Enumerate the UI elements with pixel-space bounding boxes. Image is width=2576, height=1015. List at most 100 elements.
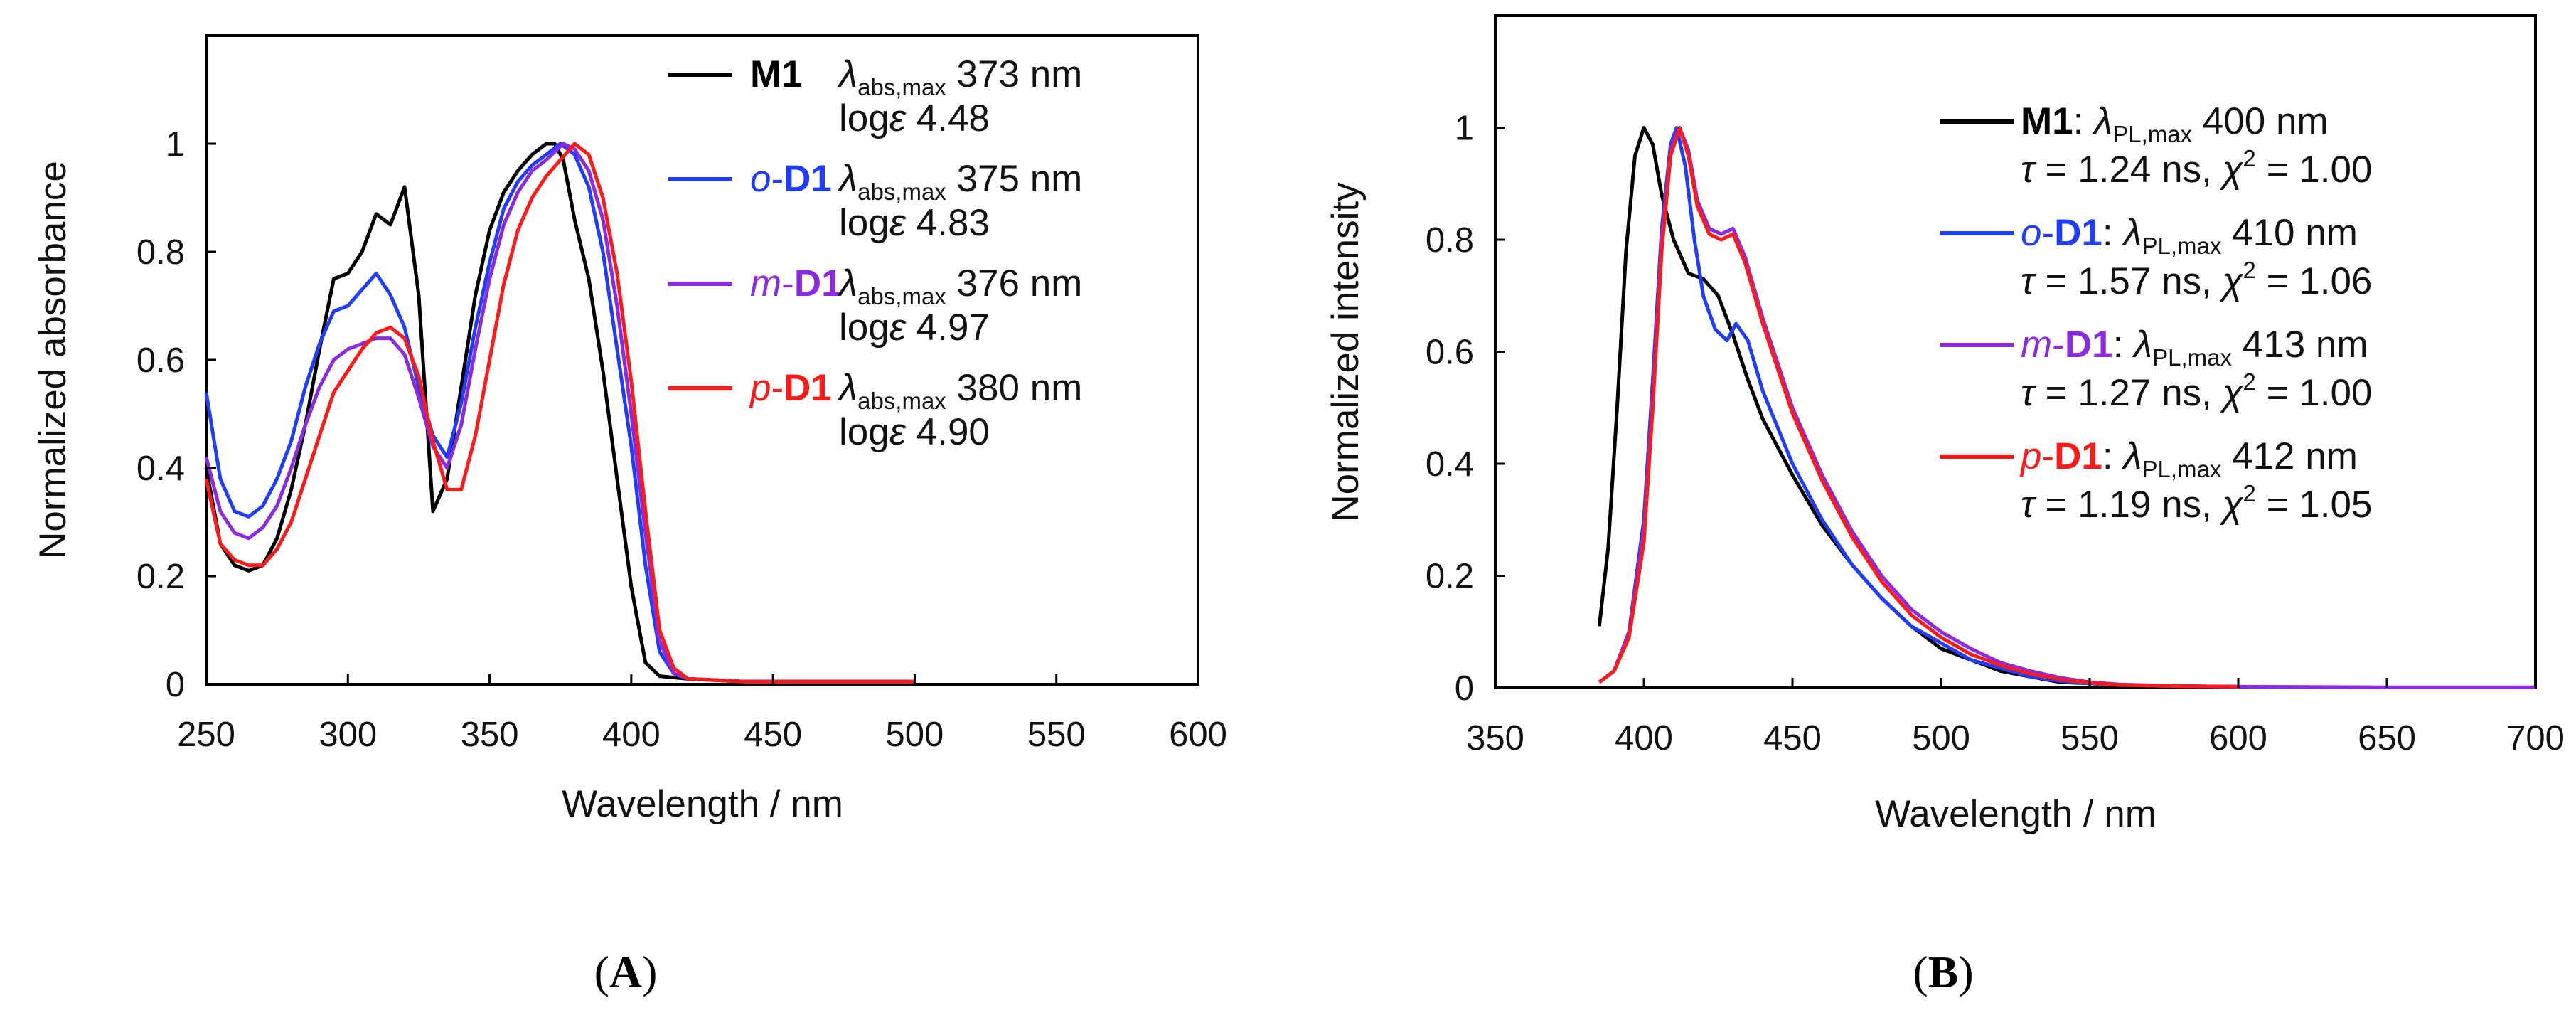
legend-p-d1-prefix: p — [2019, 435, 2041, 477]
panel-a-legend-m-d1-line1: m-D1 — [750, 262, 843, 304]
legend-m-d1-name: D1 — [794, 262, 843, 304]
legend-p-d1-name: D1 — [784, 367, 832, 409]
legend-o-d1-logeps-value: 4.83 — [906, 202, 990, 244]
panel-b-y-tick-label: 0.8 — [1426, 221, 1474, 260]
panel-b-plot-frame — [1494, 14, 2537, 689]
panel-a-y-tick-label: 0.8 — [137, 233, 185, 272]
legend-m-d1-tau-value: = 1.27 ns, — [2035, 372, 2223, 414]
legend-m1-lambda-symbol: λ — [2092, 100, 2112, 142]
legend-m1-logeps-value: 4.48 — [906, 97, 990, 139]
legend-o-d1-log: log — [839, 202, 889, 244]
legend-o-d1-hyphen: - — [771, 158, 784, 200]
panel-b-series — [1597, 126, 2535, 689]
legend-m-d1-value: 376 nm — [946, 262, 1083, 304]
panel-a-y-tick-label: 0.6 — [137, 341, 185, 380]
panel-b-x-tick-label: 600 — [2209, 719, 2267, 758]
legend-o-d1-tau: τ — [2021, 260, 2037, 302]
legend-m-d1-lambda-symbol: λ — [837, 262, 857, 304]
panel-a-legend-m-d1-lambda: λabs,max 376 nm — [837, 262, 1082, 309]
panel-b-y-tick-label: 1 — [1455, 110, 1474, 148]
legend-m-d1-prefix: m — [750, 262, 781, 304]
panel-b-y-tick-label: 0 — [1455, 669, 1474, 708]
legend-m-d1-value: 413 nm — [2232, 324, 2368, 366]
panel-b-x-tick-label: 350 — [1466, 719, 1524, 758]
panel-b-legend-m1-line2: τ = 1.24 ns, χ2 = 1.00 — [2021, 145, 2372, 191]
panel-a-legend-p-d1-lambda: λabs,max 380 nm — [837, 367, 1082, 414]
panel-b-legend-p-d1-line1: p-D1: λPL,max 412 nm — [2019, 435, 2358, 482]
panel-a-legend-m1-lambda: λabs,max 373 nm — [837, 53, 1082, 100]
panel-b-y-axis-label: Normalized intensity — [1325, 182, 1367, 522]
panel-a-x-tick-label: 350 — [461, 716, 519, 754]
legend-p-d1-chi-value: = 1.05 — [2256, 484, 2373, 526]
legend-o-d1-epsilon: ε — [889, 202, 907, 244]
panel-a-y-tick-label: 0.4 — [137, 450, 185, 488]
legend-p-d1-colon: : — [2102, 435, 2113, 477]
legend-o-d1-name: D1 — [784, 158, 832, 200]
panel-a-legend-o-d1-lambda: λabs,max 375 nm — [837, 158, 1082, 205]
panel-a-legend-o-d1-line2: logε 4.83 — [839, 202, 990, 244]
panel-a-series-line-m1 — [204, 142, 915, 684]
legend-m1-lambda-subscript: abs,max — [857, 74, 946, 100]
legend-o-d1-hyphen: - — [2041, 212, 2054, 254]
legend-m1-chi-sup: 2 — [2243, 145, 2255, 171]
legend-p-d1-epsilon: ε — [889, 411, 907, 453]
panel-a-y-axis-label: Normalized absorbance — [32, 161, 74, 559]
legend-o-d1-tau-value: = 1.57 ns, — [2035, 260, 2223, 302]
panel-a-y-tick-label: 1 — [166, 125, 185, 164]
panel-b-legend-p-d1-line2: τ = 1.19 ns, χ2 = 1.05 — [2021, 480, 2372, 526]
legend-p-d1-hyphen: - — [771, 367, 784, 409]
panel-a-legend-o-d1-line1: o-D1 — [750, 158, 832, 200]
panel-a-y-tick-label: 0.2 — [137, 558, 185, 596]
panel-b-legend-o-d1-line2: τ = 1.57 ns, χ2 = 1.06 — [2021, 257, 2372, 302]
legend-m1-name: M1 — [750, 53, 803, 95]
legend-o-d1-lambda-subscript: PL,max — [2142, 233, 2221, 259]
legend-p-d1-chi-sup: 2 — [2243, 480, 2255, 506]
panel-a-x-tick-label: 550 — [1027, 716, 1086, 754]
legend-m1-tau-value: = 1.24 ns, — [2035, 149, 2223, 191]
legend-m1-tau: τ — [2021, 149, 2037, 191]
panel-a-x-tick-label: 600 — [1169, 716, 1227, 754]
legend-p-d1-lambda-symbol: λ — [2121, 435, 2142, 477]
legend-p-d1-value: 412 nm — [2221, 435, 2358, 477]
legend-o-d1-name: D1 — [2054, 212, 2102, 254]
panel-a-x-tick-label: 300 — [319, 716, 377, 754]
panel-b-x-tick-label: 450 — [1763, 719, 1822, 758]
panel-b-caption: (B) — [1913, 947, 1973, 997]
legend-m-d1-logeps-value: 4.97 — [906, 307, 990, 349]
legend-m1-colon: : — [2073, 100, 2084, 142]
panel-a-series-line-p-d1 — [204, 142, 915, 684]
legend-o-d1-chi: χ — [2220, 260, 2244, 302]
panel-b-x-axis-label: Wavelength / nm — [1875, 793, 2157, 835]
panel-a-legend-p-d1-line1: p-D1 — [749, 367, 832, 409]
panel-a-x-tick-label: 450 — [744, 716, 802, 754]
legend-o-d1-value: 410 nm — [2221, 212, 2358, 254]
panel-a-series-line-o-d1 — [204, 142, 915, 684]
panel-b-legend-m-d1-line2: τ = 1.27 ns, χ2 = 1.00 — [2021, 368, 2372, 414]
panel-b-legend: M1: λPL,max 400 nmτ = 1.24 ns, χ2 = 1.00… — [1940, 100, 2372, 526]
panel-a-x-tick-label: 500 — [886, 716, 944, 754]
legend-m1-name: M1 — [2021, 100, 2073, 142]
panel-a-series — [204, 142, 915, 684]
legend-o-d1-value: 375 nm — [946, 158, 1083, 200]
panel-a-caption: (A) — [594, 947, 658, 997]
panel-b-y-tick-label: 0.2 — [1426, 558, 1474, 596]
legend-m-d1-hyphen: - — [2052, 324, 2065, 366]
panel-b-x-ticks: 350 400 450 500 550 600 650 700 — [1466, 678, 2565, 758]
panel-b-x-tick-label: 400 — [1615, 719, 1673, 758]
panel-b-y-tick-label: 0.4 — [1426, 445, 1474, 484]
panel-a-legend-m1-line1: M1 — [750, 53, 803, 95]
legend-m1-value: 373 nm — [946, 53, 1083, 95]
legend-p-d1-tau-value: = 1.19 ns, — [2035, 484, 2223, 526]
panel-b-y-ticks: 0 0.2 0.4 0.6 0.8 1 — [1426, 110, 1505, 708]
legend-m-d1-lambda-subscript: PL,max — [2152, 344, 2232, 371]
panel-b-legend-o-d1-line1: o-D1: λPL,max 410 nm — [2021, 212, 2358, 259]
legend-o-d1-prefix: o — [750, 158, 771, 200]
panel-b-legend-m-d1-line1: m-D1: λPL,max 413 nm — [2021, 324, 2368, 371]
panel-a-label: A — [609, 947, 642, 997]
legend-p-d1-log: log — [839, 411, 889, 453]
panel-a-x-tick-label: 400 — [602, 716, 661, 754]
panel-a-x-tick-label: 250 — [177, 716, 235, 754]
panel-b-x-tick-label: 550 — [2061, 719, 2119, 758]
legend-o-d1-colon: : — [2102, 212, 2113, 254]
